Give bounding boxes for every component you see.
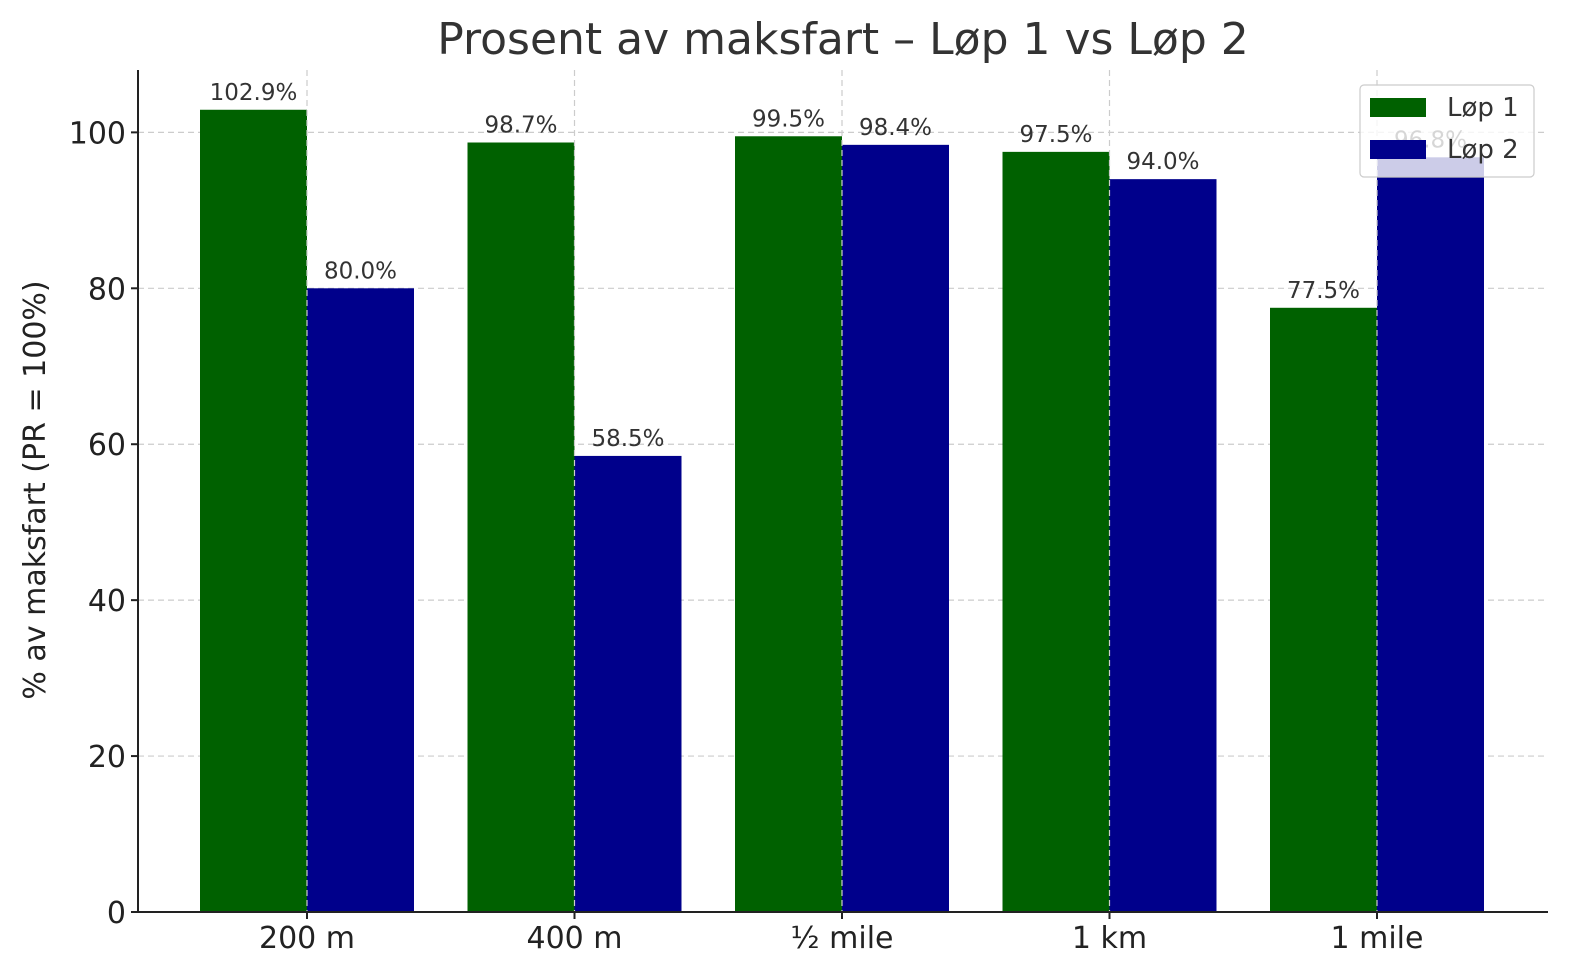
bar bbox=[1109, 179, 1217, 913]
data-label: 80.0% bbox=[324, 258, 397, 284]
bar bbox=[735, 136, 842, 912]
x-tick-label: ½ mile bbox=[791, 921, 894, 956]
x-tick-label: 1 km bbox=[1072, 921, 1147, 956]
data-label: 94.0% bbox=[1126, 149, 1199, 175]
data-label: 99.5% bbox=[752, 106, 825, 132]
x-tick-label: 400 m bbox=[526, 921, 622, 956]
bar bbox=[467, 142, 575, 912]
bar bbox=[574, 455, 682, 912]
y-tick-label: 0 bbox=[107, 896, 126, 931]
legend: Løp 1 Løp 2 bbox=[1359, 84, 1535, 178]
y-tick-label: 100 bbox=[69, 116, 126, 151]
y-tick-label: 60 bbox=[88, 428, 126, 463]
y-axis-label: % av maksfart (PR = 100%) bbox=[18, 280, 53, 699]
bar bbox=[1270, 307, 1377, 912]
bar bbox=[1002, 151, 1110, 913]
y-tick-label: 80 bbox=[88, 272, 126, 307]
data-label: 102.9% bbox=[210, 80, 298, 106]
ticks-layer: 0 20 40 60 80 100 200 m 400 m ½ mile 1 km 1 mile bbox=[69, 116, 1424, 956]
legend-label-lop2: Løp 2 bbox=[1447, 135, 1519, 165]
data-label: 58.5% bbox=[591, 426, 664, 452]
x-tick-label: 200 m bbox=[259, 921, 355, 956]
chart-title: Prosent av maksfart – Løp 1 vs Løp 2 bbox=[437, 14, 1249, 65]
bar bbox=[307, 288, 414, 913]
y-tick-label: 40 bbox=[88, 584, 126, 619]
data-label: 98.7% bbox=[484, 113, 557, 139]
bars-layer bbox=[200, 109, 1484, 913]
bar bbox=[842, 144, 949, 912]
data-label: 98.4% bbox=[859, 115, 932, 141]
bar bbox=[200, 109, 307, 912]
bar bbox=[1377, 157, 1484, 913]
x-tick-label: 1 mile bbox=[1331, 921, 1424, 956]
legend-swatch-lop2 bbox=[1370, 140, 1426, 159]
data-label: 77.5% bbox=[1287, 278, 1360, 304]
legend-swatch-lop1 bbox=[1370, 98, 1426, 117]
data-label: 97.5% bbox=[1019, 122, 1092, 148]
y-tick-label: 20 bbox=[88, 740, 126, 775]
legend-label-lop1: Løp 1 bbox=[1447, 93, 1519, 123]
